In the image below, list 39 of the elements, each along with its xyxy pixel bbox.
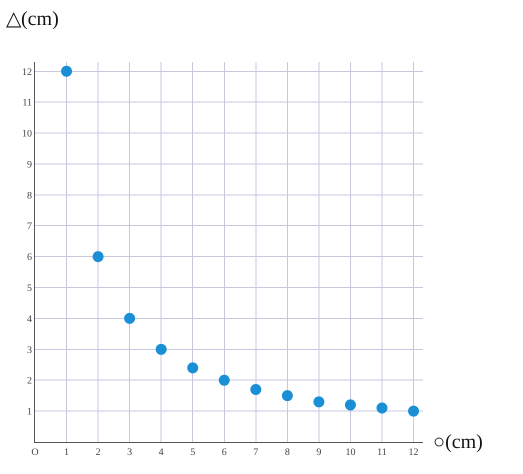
- y-tick-label: 1: [27, 406, 32, 418]
- x-tick-label: 8: [284, 447, 290, 458]
- point: [92, 251, 104, 262]
- x-tick-label: 1: [64, 447, 70, 458]
- point: [61, 66, 72, 77]
- x-axis-title: ○(cm): [433, 431, 483, 453]
- point: [156, 344, 167, 355]
- point: [376, 402, 388, 414]
- x-tick-label: 12: [408, 447, 419, 458]
- y-tick-label: 8: [27, 190, 32, 202]
- point: [408, 406, 420, 417]
- point: [250, 384, 262, 395]
- x-tick-label: 7: [253, 447, 258, 458]
- y-tick-label: 12: [22, 66, 32, 78]
- y-tick-label: 10: [22, 128, 32, 140]
- y-tick-label: 6: [27, 252, 32, 264]
- y-tick-label: 11: [22, 98, 32, 109]
- x-tick-label: 2: [96, 447, 101, 458]
- point: [313, 396, 324, 408]
- x-tick-label: 5: [190, 447, 196, 458]
- x-tick-label: O: [31, 447, 39, 458]
- point: [187, 362, 198, 374]
- y-tick-label: 2: [27, 376, 32, 387]
- y-axis-title: △(cm): [6, 8, 59, 30]
- y-tick-label: 5: [27, 283, 32, 294]
- point: [344, 399, 356, 410]
- point: [282, 390, 293, 402]
- point: [218, 374, 230, 386]
- x-tick-label: 3: [127, 447, 132, 458]
- x-tick-label: 6: [222, 447, 227, 458]
- point: [124, 312, 136, 324]
- x-tick-label: 9: [316, 447, 322, 458]
- y-tick-label: 3: [27, 344, 32, 356]
- y-tick-label: 7: [27, 221, 32, 232]
- x-tick-label: 11: [377, 447, 387, 458]
- y-tick-label: 9: [27, 159, 32, 170]
- y-tick-label: 4: [27, 314, 32, 325]
- x-tick-label: 10: [345, 447, 356, 458]
- x-tick-label: 4: [158, 447, 164, 458]
